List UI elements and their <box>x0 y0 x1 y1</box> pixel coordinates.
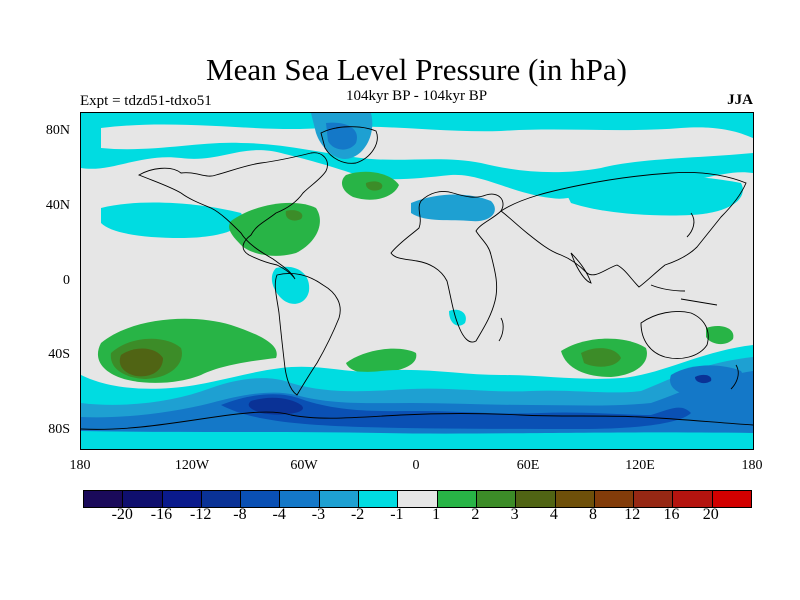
colorbar-label: -8 <box>233 506 247 523</box>
contour-so-neg5 <box>248 397 303 415</box>
coast-indonesia <box>650 284 718 306</box>
colorbar-label: -1 <box>390 506 404 523</box>
contour-so-neg3 <box>81 371 753 449</box>
colorbar-swatch <box>673 491 713 507</box>
x-label-180w: 180 <box>69 458 91 473</box>
colorbar-label: 16 <box>663 506 680 523</box>
colorbar-swatch <box>516 491 556 507</box>
contour-safr-neg1 <box>449 309 466 326</box>
contour-antarctic-neg1 <box>81 431 753 449</box>
coastlines <box>81 126 753 430</box>
x-label-60e: 60E <box>516 458 540 473</box>
colorbar-label: 4 <box>549 506 558 523</box>
coast-madagascar <box>498 317 504 342</box>
colorbar-swatch <box>123 491 163 507</box>
coast-europe-africa <box>390 190 504 343</box>
colorbar-label: -4 <box>272 506 286 523</box>
colorbar-swatch <box>280 491 320 507</box>
contour-nz-neg5 <box>695 374 712 384</box>
contour-natl-pos2 <box>365 181 383 191</box>
coast-north-america <box>137 152 328 280</box>
map-canvas <box>81 113 753 449</box>
coast-asia <box>500 172 747 288</box>
y-label-40n: 40N <box>45 198 70 213</box>
colorbar-swatch <box>162 491 202 507</box>
x-label-120w: 120W <box>174 458 210 473</box>
colorbar-label: -3 <box>311 506 326 523</box>
colorbar-swatch <box>84 491 124 507</box>
colorbar-swatch <box>359 491 399 507</box>
period-label: 104kyr BP - 104kyr BP <box>345 88 488 104</box>
colorbar <box>83 490 752 508</box>
colorbar-swatch <box>555 491 595 507</box>
y-label-80n: 80N <box>45 123 70 138</box>
colorbar-label: 2 <box>471 506 480 523</box>
contour-so-neg4 <box>221 394 691 429</box>
colorbar-label: -2 <box>350 506 365 523</box>
contour-spac-pos3 <box>119 348 163 377</box>
colorbar-label: 1 <box>432 506 441 523</box>
colorbar-swatch <box>712 491 752 507</box>
x-label-180e: 180 <box>741 458 763 473</box>
chart-title: Mean Sea Level Pressure (in hPa) <box>206 52 627 87</box>
contour-satl-pos1 <box>346 348 417 374</box>
colorbar-swatch <box>201 491 242 507</box>
coast-japan <box>686 212 695 238</box>
x-label-0: 0 <box>412 458 420 473</box>
y-label-0: 0 <box>63 273 70 288</box>
x-label-60w: 60W <box>290 458 318 473</box>
contour-aus-pos1 <box>706 326 734 345</box>
colorbar-swatch <box>476 491 517 507</box>
colorbar-swatch <box>634 491 674 507</box>
y-label-80s: 80S <box>48 422 70 437</box>
coast-antarctica <box>81 411 753 430</box>
contour-pacific-neg1 <box>101 202 243 238</box>
colorbar-swatch <box>241 491 281 507</box>
colorbar-swatch <box>437 491 477 507</box>
contour-europe-neg2 <box>411 194 495 222</box>
experiment-label: Expt = tdzd51-tdxo51 <box>80 93 212 109</box>
coast-south-america <box>274 273 341 396</box>
colorbar-label: -12 <box>190 506 212 523</box>
colorbar-label: 20 <box>702 506 719 523</box>
colorbar-label: -20 <box>111 506 133 523</box>
colorbar-label: -16 <box>150 506 173 523</box>
colorbar-swatch <box>319 491 360 507</box>
coast-greenland <box>320 126 378 164</box>
contour-arctic-neg3 <box>326 122 357 150</box>
colorbar-swatch <box>594 491 635 507</box>
colorbar-swatch <box>398 491 438 507</box>
colorbar-label: 8 <box>589 506 598 523</box>
contour-asia-neg1 <box>561 175 743 216</box>
coast-india <box>570 252 592 284</box>
contour-namer-pos2 <box>285 210 303 221</box>
coast-australia <box>640 311 709 359</box>
x-label-120e: 120E <box>625 458 655 473</box>
pressure-map <box>80 112 754 450</box>
coast-nz <box>730 364 739 390</box>
season-label: JJA <box>727 92 753 108</box>
contour-camer-neg1 <box>271 266 310 304</box>
y-label-40s: 40S <box>48 347 70 362</box>
contour-arctic-neg1-b <box>101 124 753 173</box>
colorbar-label: 3 <box>510 506 519 523</box>
colorbar-label: 12 <box>624 506 641 523</box>
contour-sind-pos2 <box>581 348 621 367</box>
